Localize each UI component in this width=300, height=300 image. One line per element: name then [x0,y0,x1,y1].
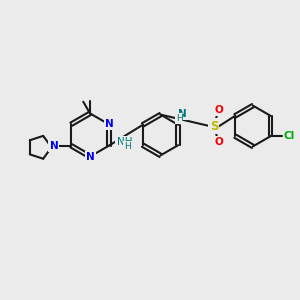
Text: O: O [215,136,224,147]
Text: Cl: Cl [284,131,295,141]
Text: N: N [50,141,58,151]
Text: N: N [105,119,114,129]
Text: N: N [86,152,95,162]
Text: N: N [178,109,187,119]
Text: H: H [124,142,130,151]
Text: H: H [176,114,182,123]
Text: NH: NH [116,137,132,147]
Text: O: O [215,105,224,116]
Text: S: S [210,119,218,133]
